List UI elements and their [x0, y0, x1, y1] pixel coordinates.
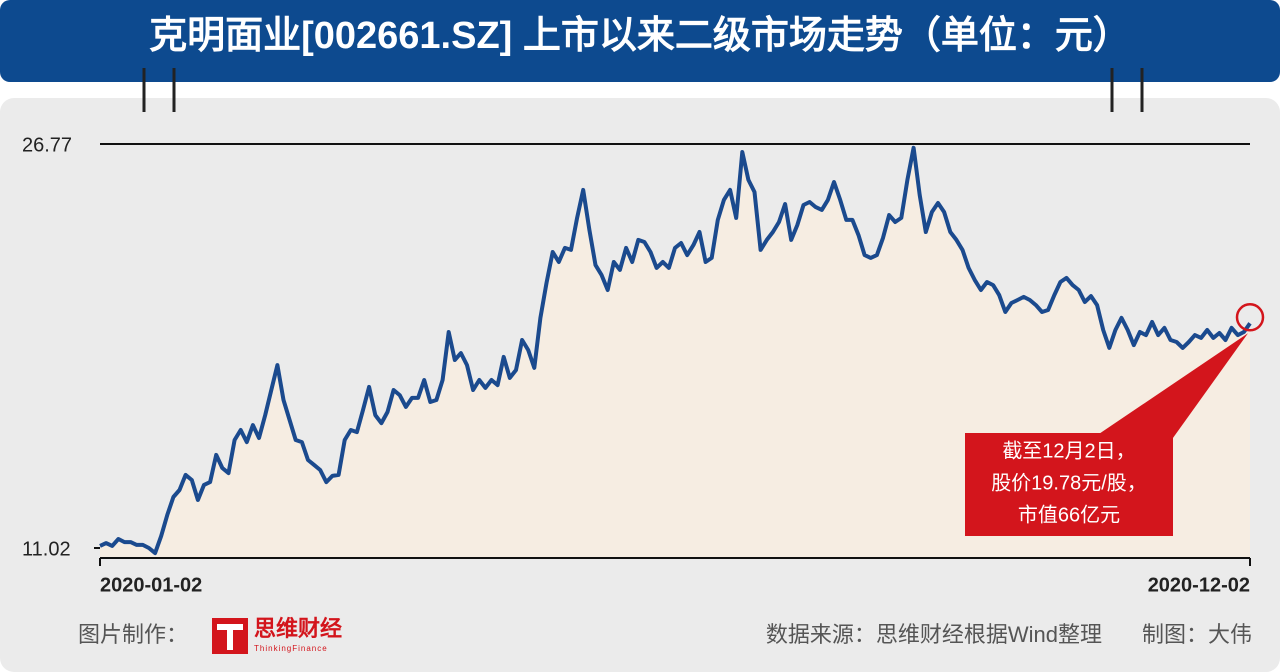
x-tick-label: 2020-01-02 — [100, 574, 202, 596]
title-bar — [0, 0, 1280, 82]
plot: 11.02 26.77 2020-01-02 2020-12-02 截至12月2日， 股价… — [22, 134, 1265, 596]
y-tick-label: 26.77 — [22, 134, 72, 156]
source: 数据来源：思维财经根据Wind整理 — [766, 622, 1102, 647]
series-line — [99, 145, 1252, 556]
end-highlight — [1235, 303, 1265, 332]
callout-box — [965, 433, 1173, 536]
decor-ticks — [142, 68, 1144, 112]
annotation: 市值66亿元 — [1018, 503, 1120, 526]
logo-t — [217, 624, 243, 650]
annotation: 股价19.78元/股， — [991, 472, 1147, 494]
annotation: 截至12月2日， — [1002, 439, 1135, 462]
author: 制图：大伟 — [1142, 622, 1252, 647]
credit-label: 图片制作： — [78, 622, 188, 647]
logo-en: ThinkingFinance — [254, 644, 328, 653]
y-tick-label: 11.02 — [22, 538, 71, 560]
x-tick-label: 2020-12-02 — [1148, 574, 1250, 596]
chart-title: 克明面业[002661.SZ] 上市以来二级市场走势（单位：元） — [149, 15, 1131, 57]
logo-cn: 思维财经 — [254, 616, 342, 641]
